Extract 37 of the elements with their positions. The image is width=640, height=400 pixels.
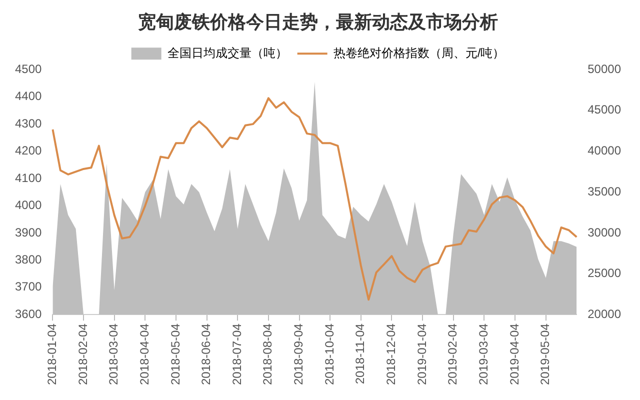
y-tick-label: 3800 — [14, 252, 42, 266]
x-tick-label: 2018-05-04 — [168, 323, 182, 386]
x-tick-label: 2019-05-04 — [538, 323, 552, 386]
x-tick-label: 2018-07-04 — [230, 323, 244, 386]
y-tick-label: 3600 — [14, 306, 42, 321]
chart-title: 宽甸废铁价格今日走势，最新动态及市场分析 — [138, 12, 498, 32]
x-tick-label: 2018-02-04 — [76, 323, 90, 386]
y2-tick-label: 50000 — [588, 62, 622, 76]
x-tick-label: 2018-08-04 — [260, 323, 275, 386]
y2-tick-label: 25000 — [588, 266, 622, 280]
y-tick-label: 4200 — [14, 144, 42, 158]
y2-tick-label: 45000 — [588, 102, 622, 117]
x-tick-label: 2018-03-04 — [106, 323, 121, 386]
x-tick-label: 2019-03-04 — [476, 323, 490, 386]
y2-tick-label: 35000 — [588, 184, 622, 198]
y-tick-label: 4300 — [14, 116, 42, 130]
x-tick-label: 2018-04-04 — [137, 323, 152, 386]
y-tick-label: 4100 — [14, 170, 42, 185]
x-tick-label: 2019-01-04 — [414, 323, 429, 386]
x-tick-label: 2019-02-04 — [446, 323, 460, 386]
x-tick-label: 2018-10-04 — [322, 323, 336, 386]
y-tick-label: 3700 — [14, 280, 42, 294]
y2-tick-label: 30000 — [588, 225, 622, 240]
legend-label: 全国日均成交量（吨） — [167, 46, 288, 60]
x-tick-label: 2018-06-04 — [199, 323, 214, 386]
y2-tick-label: 40000 — [588, 144, 622, 158]
y-tick-label: 3900 — [14, 225, 42, 240]
y2-tick-label: 20000 — [588, 306, 622, 321]
y-tick-label: 4400 — [14, 89, 42, 104]
y-tick-label: 4000 — [14, 198, 42, 212]
x-tick-label: 2018-09-04 — [292, 323, 306, 386]
x-tick-label: 2018-12-04 — [384, 323, 398, 386]
x-tick-label: 2018-01-04 — [45, 323, 60, 386]
legend-label: 热卷绝对价格指数（周、元/吨） — [333, 46, 505, 60]
x-tick-label: 2018-11-04 — [353, 323, 368, 384]
x-tick-label: 2019-04-04 — [507, 323, 522, 386]
y-tick-label: 4500 — [14, 62, 42, 76]
